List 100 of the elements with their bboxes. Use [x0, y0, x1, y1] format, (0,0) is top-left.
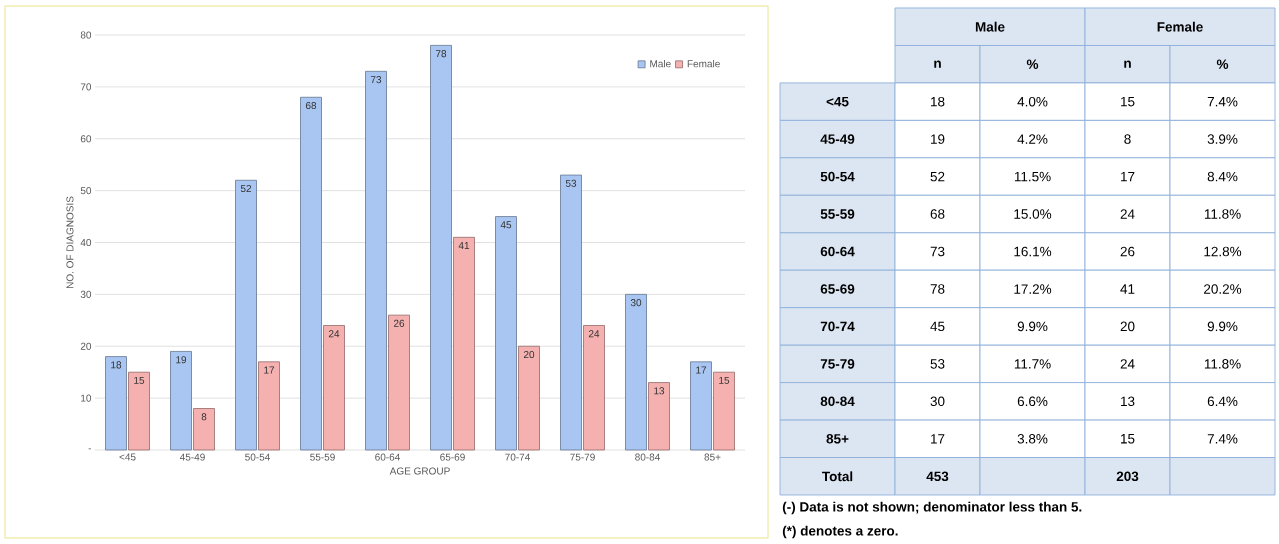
text: 30 — [930, 396, 945, 407]
data-label: 53 — [565, 179, 577, 187]
data-label: 13 — [654, 387, 665, 395]
bar — [365, 70, 387, 451]
text: 20 — [1120, 321, 1135, 332]
x-tick-label: 60-64 — [375, 453, 400, 461]
x-axis-title: AGE GROUP — [389, 467, 450, 475]
text: 53 — [930, 359, 945, 369]
bar — [453, 236, 475, 451]
text: 8 — [1124, 134, 1131, 144]
text: Male — [975, 21, 1005, 32]
bar — [105, 356, 127, 451]
text: 78 — [930, 284, 945, 294]
data-label: 17 — [696, 366, 707, 374]
text: 8.4% — [1207, 171, 1238, 182]
data-label: 17 — [264, 366, 275, 374]
y-axis-title: NO. OF DIAGNOSIS — [66, 196, 74, 289]
data-label: 15 — [719, 376, 730, 384]
x-tick-label: 45-49 — [179, 453, 205, 461]
bar — [128, 371, 150, 451]
text: 6.4% — [1207, 396, 1238, 407]
text: 11.7% — [1014, 359, 1051, 369]
category-label: n — [1124, 60, 1131, 68]
category-label: 50-54 — [820, 171, 855, 182]
text: 7.4% — [1207, 96, 1238, 107]
y-tick-label: 30 — [80, 290, 92, 298]
category-label: <45 — [826, 96, 849, 107]
category-label: 65-69 — [820, 284, 855, 294]
text: 3.8% — [1017, 434, 1048, 444]
data-label: 18 — [111, 361, 122, 369]
text: 20.2% — [1204, 284, 1242, 294]
data-label: 20 — [523, 350, 535, 359]
text: 24 — [1120, 359, 1135, 369]
category-label: 60-64 — [820, 246, 855, 257]
bar — [713, 371, 735, 451]
x-tick-label: 80-84 — [635, 453, 660, 461]
bar — [583, 325, 605, 451]
x-tick-label: 50-54 — [245, 453, 270, 461]
text: 13 — [1121, 396, 1135, 407]
text: 73 — [930, 246, 945, 257]
text: 4.2% — [1017, 134, 1048, 144]
category-label: % — [1026, 59, 1039, 69]
category-label: 80-84 — [820, 396, 855, 407]
bar — [648, 382, 670, 451]
text: 16.1% — [1014, 246, 1052, 257]
bar — [495, 216, 517, 451]
category-label: n — [934, 60, 941, 68]
text: (*) denotes a zero. — [782, 525, 898, 539]
y-tick-label: 60 — [80, 135, 92, 143]
category-label: 70-74 — [820, 321, 855, 332]
text: 26 — [1120, 246, 1135, 257]
y-tick-label: 20 — [80, 342, 92, 350]
text: 203 — [1116, 471, 1139, 482]
text: 15.0% — [1014, 209, 1052, 219]
data-label: 15 — [134, 376, 145, 384]
bar — [625, 293, 647, 451]
category-label: 85+ — [826, 434, 849, 444]
y-tick-label: - — [88, 448, 92, 450]
text: 17 — [931, 434, 945, 444]
data-label: 24 — [588, 330, 600, 338]
text: 12.8% — [1204, 246, 1242, 257]
text: 52 — [930, 171, 945, 182]
text: 17.2% — [1014, 284, 1052, 294]
y-tick-label: 10 — [81, 394, 92, 402]
bar — [690, 361, 712, 451]
text: 9.9% — [1207, 321, 1238, 332]
text: Female — [1157, 21, 1203, 32]
data-label: 52 — [240, 184, 252, 193]
y-tick-label: 40 — [80, 238, 92, 247]
text: 4.0% — [1017, 96, 1048, 107]
x-tick-label: 85+ — [704, 453, 721, 461]
text: 11.5% — [1014, 171, 1051, 182]
data-label: 41 — [458, 242, 470, 249]
y-tick-label: 70 — [80, 83, 92, 91]
data-label: 78 — [435, 50, 447, 58]
text: 24 — [1120, 209, 1135, 219]
data-label: 26 — [393, 319, 405, 327]
data-label: 24 — [328, 330, 340, 338]
x-tick-label: <45 — [119, 453, 136, 461]
data-label: 30 — [630, 299, 642, 307]
text: 15 — [1121, 96, 1135, 107]
x-tick-label: 55-59 — [310, 453, 335, 461]
data-label: 45 — [500, 221, 512, 229]
category-label: 55-59 — [820, 209, 855, 219]
text: 68 — [930, 209, 945, 219]
y-tick-label: 50 — [80, 187, 92, 195]
bar — [300, 96, 322, 451]
legend-label: Male — [650, 59, 671, 68]
bar — [560, 174, 582, 451]
text: 45 — [930, 321, 945, 332]
category-label: 45-49 — [820, 134, 855, 144]
category-label: % — [1216, 59, 1229, 69]
category-label: 75-79 — [820, 359, 855, 369]
x-tick-label: 75-79 — [570, 453, 595, 461]
text: 7.4% — [1207, 434, 1238, 444]
data-label: 19 — [176, 356, 187, 364]
category-label: Total — [822, 471, 853, 482]
text: 19 — [931, 134, 945, 144]
bar — [235, 179, 257, 451]
x-tick-label: 70-74 — [505, 453, 530, 461]
